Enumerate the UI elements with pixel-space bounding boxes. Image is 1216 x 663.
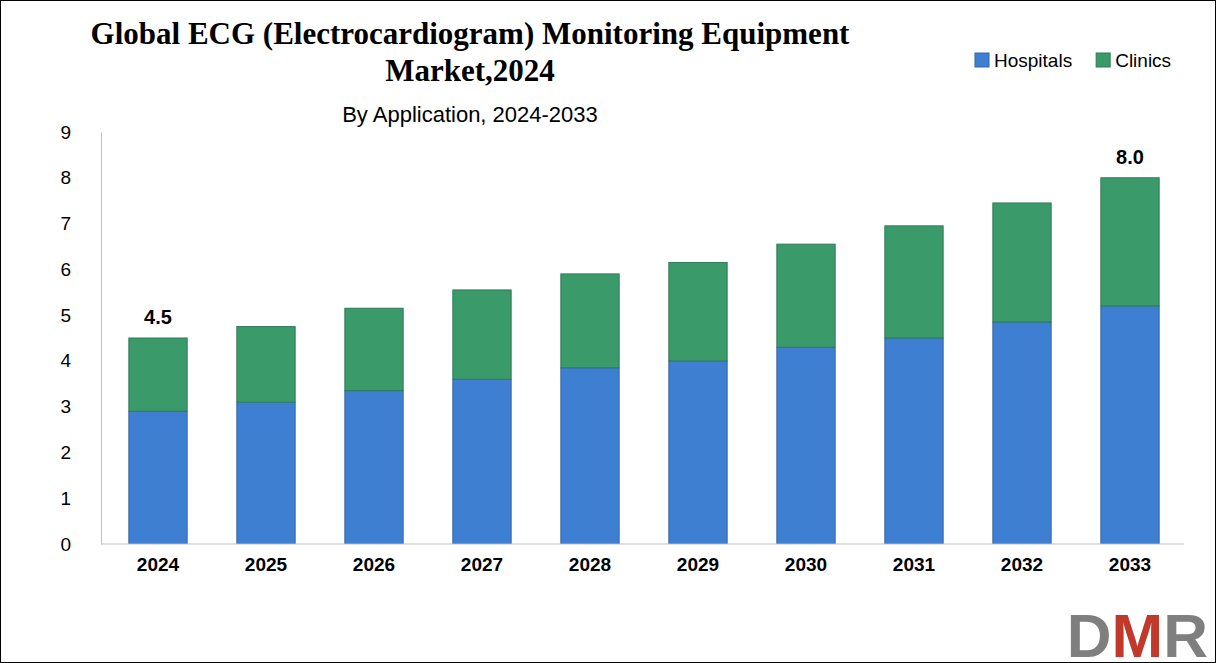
x-tick: 2033 bbox=[1109, 544, 1151, 575]
legend: Hospitals Clinics bbox=[975, 50, 1171, 71]
y-tick: 0 bbox=[60, 534, 101, 555]
logo: DMR bbox=[1067, 601, 1208, 663]
bar bbox=[237, 402, 295, 544]
bar bbox=[1101, 178, 1159, 306]
bar bbox=[993, 322, 1051, 544]
x-tick-label: 2030 bbox=[785, 554, 827, 575]
series-0 bbox=[129, 306, 1159, 544]
x-axis-line bbox=[101, 544, 1184, 545]
x-tick-label: 2033 bbox=[1109, 554, 1151, 575]
x-tick-label: 2025 bbox=[245, 554, 288, 575]
bar bbox=[561, 368, 619, 544]
series-1 bbox=[129, 178, 1159, 411]
frame bbox=[1, 1, 1216, 663]
y-tick-label: 2 bbox=[60, 442, 71, 463]
bar bbox=[669, 262, 727, 360]
legend-item: Clinics bbox=[1096, 50, 1171, 71]
x-tick: 2031 bbox=[893, 544, 936, 575]
subtitle: By Application, 2024-2033 bbox=[342, 102, 598, 127]
bar bbox=[1101, 306, 1159, 544]
y-tick: 5 bbox=[60, 305, 101, 326]
y-tick: 4 bbox=[60, 350, 101, 371]
bar bbox=[669, 361, 727, 544]
bar bbox=[777, 244, 835, 347]
bar bbox=[453, 379, 511, 544]
bar bbox=[129, 411, 187, 544]
y-tick-label: 8 bbox=[60, 167, 71, 188]
bar bbox=[561, 274, 619, 368]
bar bbox=[345, 391, 403, 544]
bar bbox=[777, 347, 835, 544]
y-tick-label: 5 bbox=[60, 305, 71, 326]
x-tick: 2026 bbox=[353, 544, 395, 575]
bar bbox=[453, 290, 511, 379]
x-tick: 2029 bbox=[677, 544, 719, 575]
y-tick-label: 0 bbox=[60, 534, 71, 555]
x-tick-label: 2032 bbox=[1001, 554, 1043, 575]
annotation: 8.0 bbox=[1116, 146, 1144, 168]
bar bbox=[345, 308, 403, 390]
bar bbox=[129, 338, 187, 411]
y-axis-line bbox=[101, 133, 102, 545]
bar bbox=[885, 226, 943, 338]
x-tick-label: 2026 bbox=[353, 554, 395, 575]
chart: 0123456789202420252026202720282029203020… bbox=[0, 0, 1216, 663]
annotation: 4.5 bbox=[144, 306, 172, 328]
y-tick-label: 4 bbox=[60, 350, 71, 371]
legend-item: Hospitals bbox=[975, 50, 1072, 71]
x-axis: 2024 2025 2026 2027 2028 2029 2030 2031 2032 2033 bbox=[101, 544, 1184, 575]
bars bbox=[129, 178, 1159, 544]
y-tick: 2 bbox=[60, 442, 101, 463]
y-tick-label: 9 bbox=[60, 122, 71, 143]
y-tick-label: 3 bbox=[60, 396, 71, 417]
y-tick-label: 7 bbox=[60, 213, 71, 234]
legend-swatch bbox=[1096, 53, 1110, 67]
x-tick: 2030 bbox=[785, 544, 827, 575]
x-tick: 2025 bbox=[245, 544, 288, 575]
x-tick-label: 2028 bbox=[569, 554, 611, 575]
x-tick: 2027 bbox=[461, 544, 503, 575]
x-tick-label: 2024 bbox=[137, 554, 180, 575]
y-tick: 7 bbox=[60, 213, 101, 234]
title: Global ECG (Electrocardiogram) Monitorin… bbox=[91, 16, 851, 88]
bar bbox=[237, 327, 295, 403]
y-tick-label: 6 bbox=[60, 259, 71, 280]
x-tick-label: 2031 bbox=[893, 554, 936, 575]
legend-label: Clinics bbox=[1115, 50, 1171, 71]
y-tick: 1 bbox=[60, 488, 101, 509]
x-tick: 2032 bbox=[1001, 544, 1043, 575]
y-tick-label: 1 bbox=[60, 488, 71, 509]
bar bbox=[885, 338, 943, 544]
bar bbox=[993, 203, 1051, 322]
x-tick: 2028 bbox=[569, 544, 611, 575]
y-axis: 0 1 2 3 4 5 6 7 8 9 bbox=[60, 122, 101, 555]
legend-label: Hospitals bbox=[994, 50, 1072, 71]
y-tick: 8 bbox=[60, 167, 101, 188]
legend-swatch bbox=[975, 53, 989, 67]
y-tick: 3 bbox=[60, 396, 101, 417]
y-tick: 9 bbox=[60, 122, 101, 143]
x-tick-label: 2029 bbox=[677, 554, 719, 575]
x-tick-label: 2027 bbox=[461, 554, 503, 575]
y-tick: 6 bbox=[60, 259, 101, 280]
x-tick: 2024 bbox=[137, 544, 180, 575]
